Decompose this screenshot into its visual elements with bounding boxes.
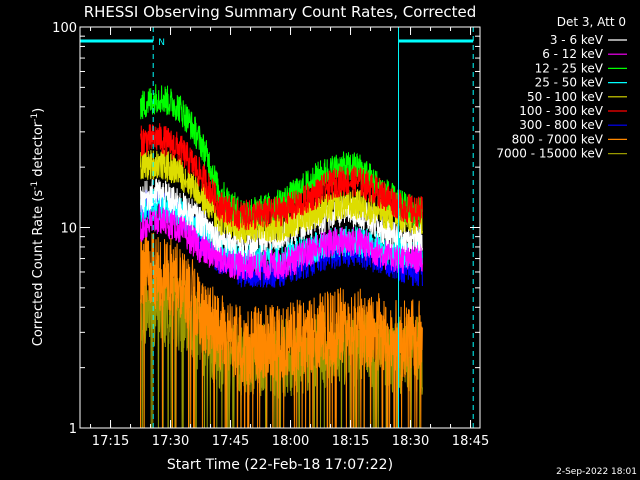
- y-axis-label-start: Corrected Count Rate (s: [31, 190, 46, 347]
- timestamp: 2-Sep-2022 18:01: [556, 467, 637, 477]
- data-layer: [140, 84, 423, 429]
- night-marker-label: N: [158, 38, 165, 48]
- y-tick-label: 10: [60, 222, 77, 237]
- y-tick-label: 100: [52, 21, 77, 36]
- x-tick-label: 18:15: [332, 434, 369, 449]
- x-tick-label: 17:45: [212, 434, 249, 449]
- axis-layer: 17:15 17:30 17:45 18:00 18:15 18:30 18:45 1 10 10…: [52, 21, 489, 449]
- series-line-5: [140, 123, 423, 231]
- y-axis-label-mid: detector: [31, 121, 46, 181]
- series-line-7: [140, 232, 423, 429]
- legend-entry-label: 7000 - 15000 keV: [496, 147, 603, 161]
- legend-entry-label: 3 - 6 keV: [550, 33, 604, 47]
- x-tick-label: 17:30: [152, 434, 189, 449]
- legend-entry-label: 300 - 800 keV: [519, 118, 603, 132]
- x-tick-label: 18:45: [452, 434, 489, 449]
- y-axis-label-end: ): [31, 108, 46, 113]
- x-tick-label: 18:00: [272, 434, 309, 449]
- legend-entry-label: 800 - 7000 keV: [512, 132, 604, 146]
- legend-entry-label: 100 - 300 keV: [519, 104, 603, 118]
- x-tick-label: 18:30: [392, 434, 429, 449]
- series-line-1: [140, 203, 423, 281]
- x-tick-label: 17:15: [92, 434, 129, 449]
- y-axis-label: Corrected Count Rate (s-1 detector-1): [30, 108, 46, 346]
- legend-title: Det 3, Att 0: [557, 15, 626, 29]
- chart-title: RHESSI Observing Summary Count Rates, Co…: [84, 3, 477, 21]
- y-tick-label: 1: [69, 422, 77, 437]
- legend-entry-label: 25 - 50 keV: [535, 76, 604, 90]
- legend-entry-label: 12 - 25 keV: [535, 61, 604, 75]
- legend-entry-label: 6 - 12 keV: [542, 47, 604, 61]
- series-line-4: [140, 149, 423, 244]
- y-axis-label-sup1: -1: [30, 181, 40, 190]
- legend-entry-label: 50 - 100 keV: [527, 90, 604, 104]
- x-axis-label: Start Time (22-Feb-18 17:07:22): [167, 457, 393, 473]
- y-axis-label-sup2: -1: [30, 113, 40, 122]
